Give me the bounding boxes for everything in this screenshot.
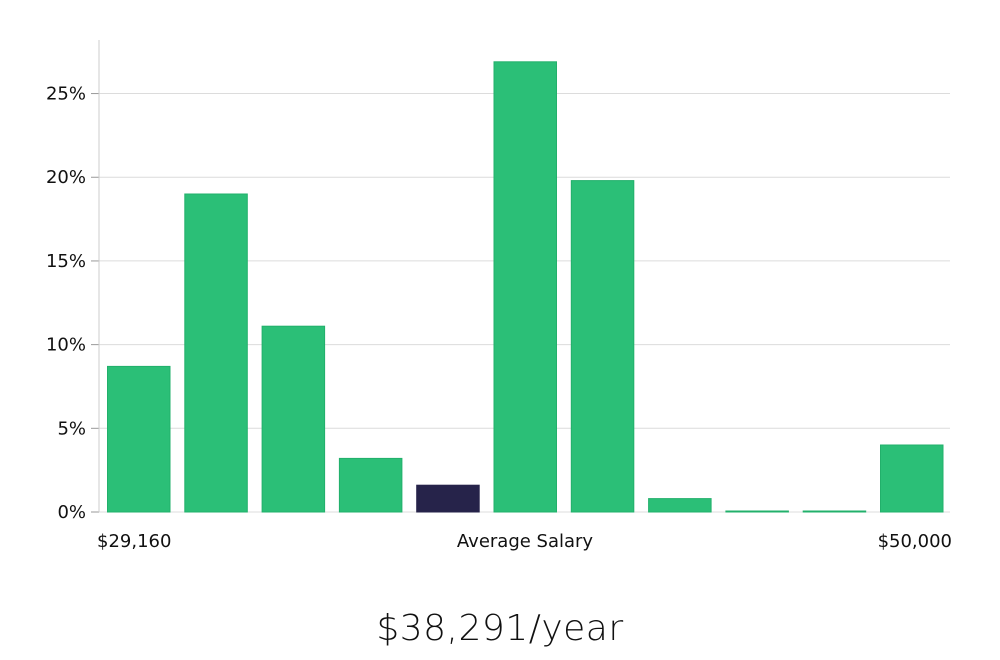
salary-distribution-chart: 0%5%10%15%20%25% $29,160 Average Salary … (46, 40, 952, 552)
bar (725, 510, 789, 513)
x-min-label: $29,160 (97, 531, 171, 552)
y-tick-label: 20% (46, 167, 86, 188)
bar-highlight (416, 484, 480, 513)
y-tick-label: 5% (57, 418, 86, 439)
bar (338, 457, 403, 513)
bar (570, 180, 635, 513)
y-tick-label: 25% (46, 84, 86, 105)
bar (802, 510, 867, 513)
bar (648, 498, 712, 513)
bars (107, 61, 944, 513)
bar (107, 365, 171, 513)
x-max-label: $50,000 (878, 531, 952, 552)
bar (493, 61, 557, 513)
average-salary-value: $38,291/year (376, 608, 624, 649)
bar (261, 325, 326, 513)
y-tick-labels: 0% 5% 10% 15% 20% 25% (46, 84, 99, 523)
bar (880, 444, 944, 513)
y-tick-label: 15% (46, 251, 86, 272)
bar (184, 193, 248, 513)
y-tick-label: 10% (46, 335, 86, 356)
x-axis-label: Average Salary (457, 531, 594, 552)
y-tick-label: 0% (57, 502, 86, 523)
